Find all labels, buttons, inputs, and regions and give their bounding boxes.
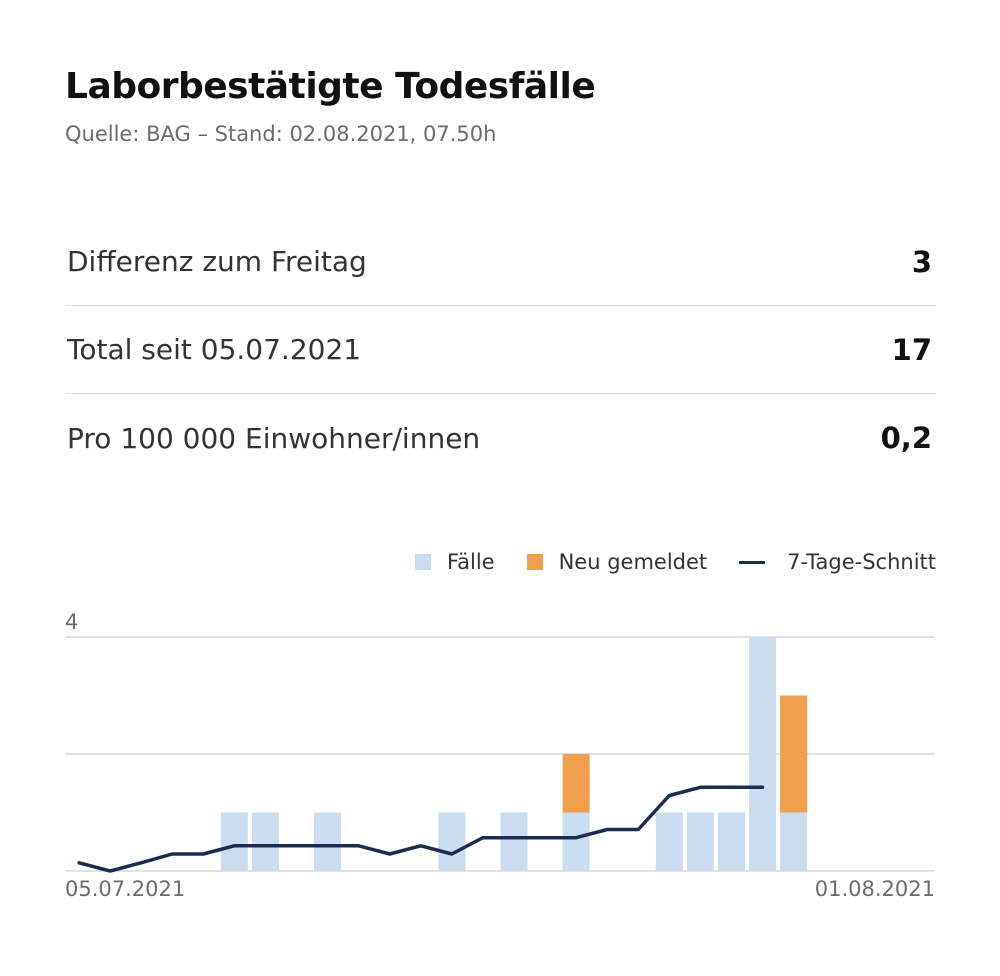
bar-cases [500,812,528,871]
bar-layer [220,637,808,871]
bar-cases [717,812,745,871]
chart-source: Quelle: BAG – Stand: 02.08.2021, 07.50h [65,122,497,146]
legend-item-avg: 7-Tage-Schnitt [739,550,936,574]
bar-new-reported [780,695,808,813]
avg-line [77,785,765,873]
legend-item-new: Neu gemeldet [526,550,708,574]
cases-swatch [414,554,431,570]
chart-title: Laborbestätigte Todesfälle [65,66,596,107]
bar-cases [655,812,683,871]
stat-label: Total seit 05.07.2021 [67,333,362,366]
legend-label-avg: 7-Tage-Schnitt [787,550,936,574]
bar-cases [438,812,466,871]
bar-cases [562,812,590,871]
bar-cases [749,637,777,871]
stat-value: 17 [891,332,932,367]
stat-row-difference: Differenz zum Freitag 3 [65,218,936,306]
line-layer [77,785,765,873]
chart-legend: Fälle Neu gemeldet 7-Tage-Schnitt [383,550,936,574]
x-start-label: 05.07.2021 [65,877,185,900]
chart-plot: 4 05.07.2021 01.08.2021 [65,610,935,900]
new-swatch [526,554,543,570]
bar-cases [251,812,279,871]
stat-row-total: Total seit 05.07.2021 17 [65,306,936,394]
avg-swatch [739,560,766,564]
stat-row-per-100000: Pro 100 000 Einwohner/innen 0,2 [65,394,936,482]
legend-label-cases: Fälle [446,550,495,574]
legend-label-new: Neu gemeldet [558,550,708,574]
y-tick-label: 4 [65,610,78,634]
stat-value: 3 [911,244,932,279]
x-end-label: 01.08.2021 [815,877,935,900]
legend-item-cases: Fälle [414,550,495,574]
bar-cases [780,812,808,871]
bar-new-reported [562,754,590,813]
stats-table: Differenz zum Freitag 3 Total seit 05.07… [65,218,936,482]
stat-label: Pro 100 000 Einwohner/innen [67,421,481,455]
stat-label: Differenz zum Freitag [67,245,367,278]
bar-cases [220,812,248,871]
bar-cases [686,812,714,871]
label-layer: 4 05.07.2021 01.08.2021 [65,610,935,900]
stat-value: 0,2 [880,421,932,455]
bar-cases [314,812,342,871]
